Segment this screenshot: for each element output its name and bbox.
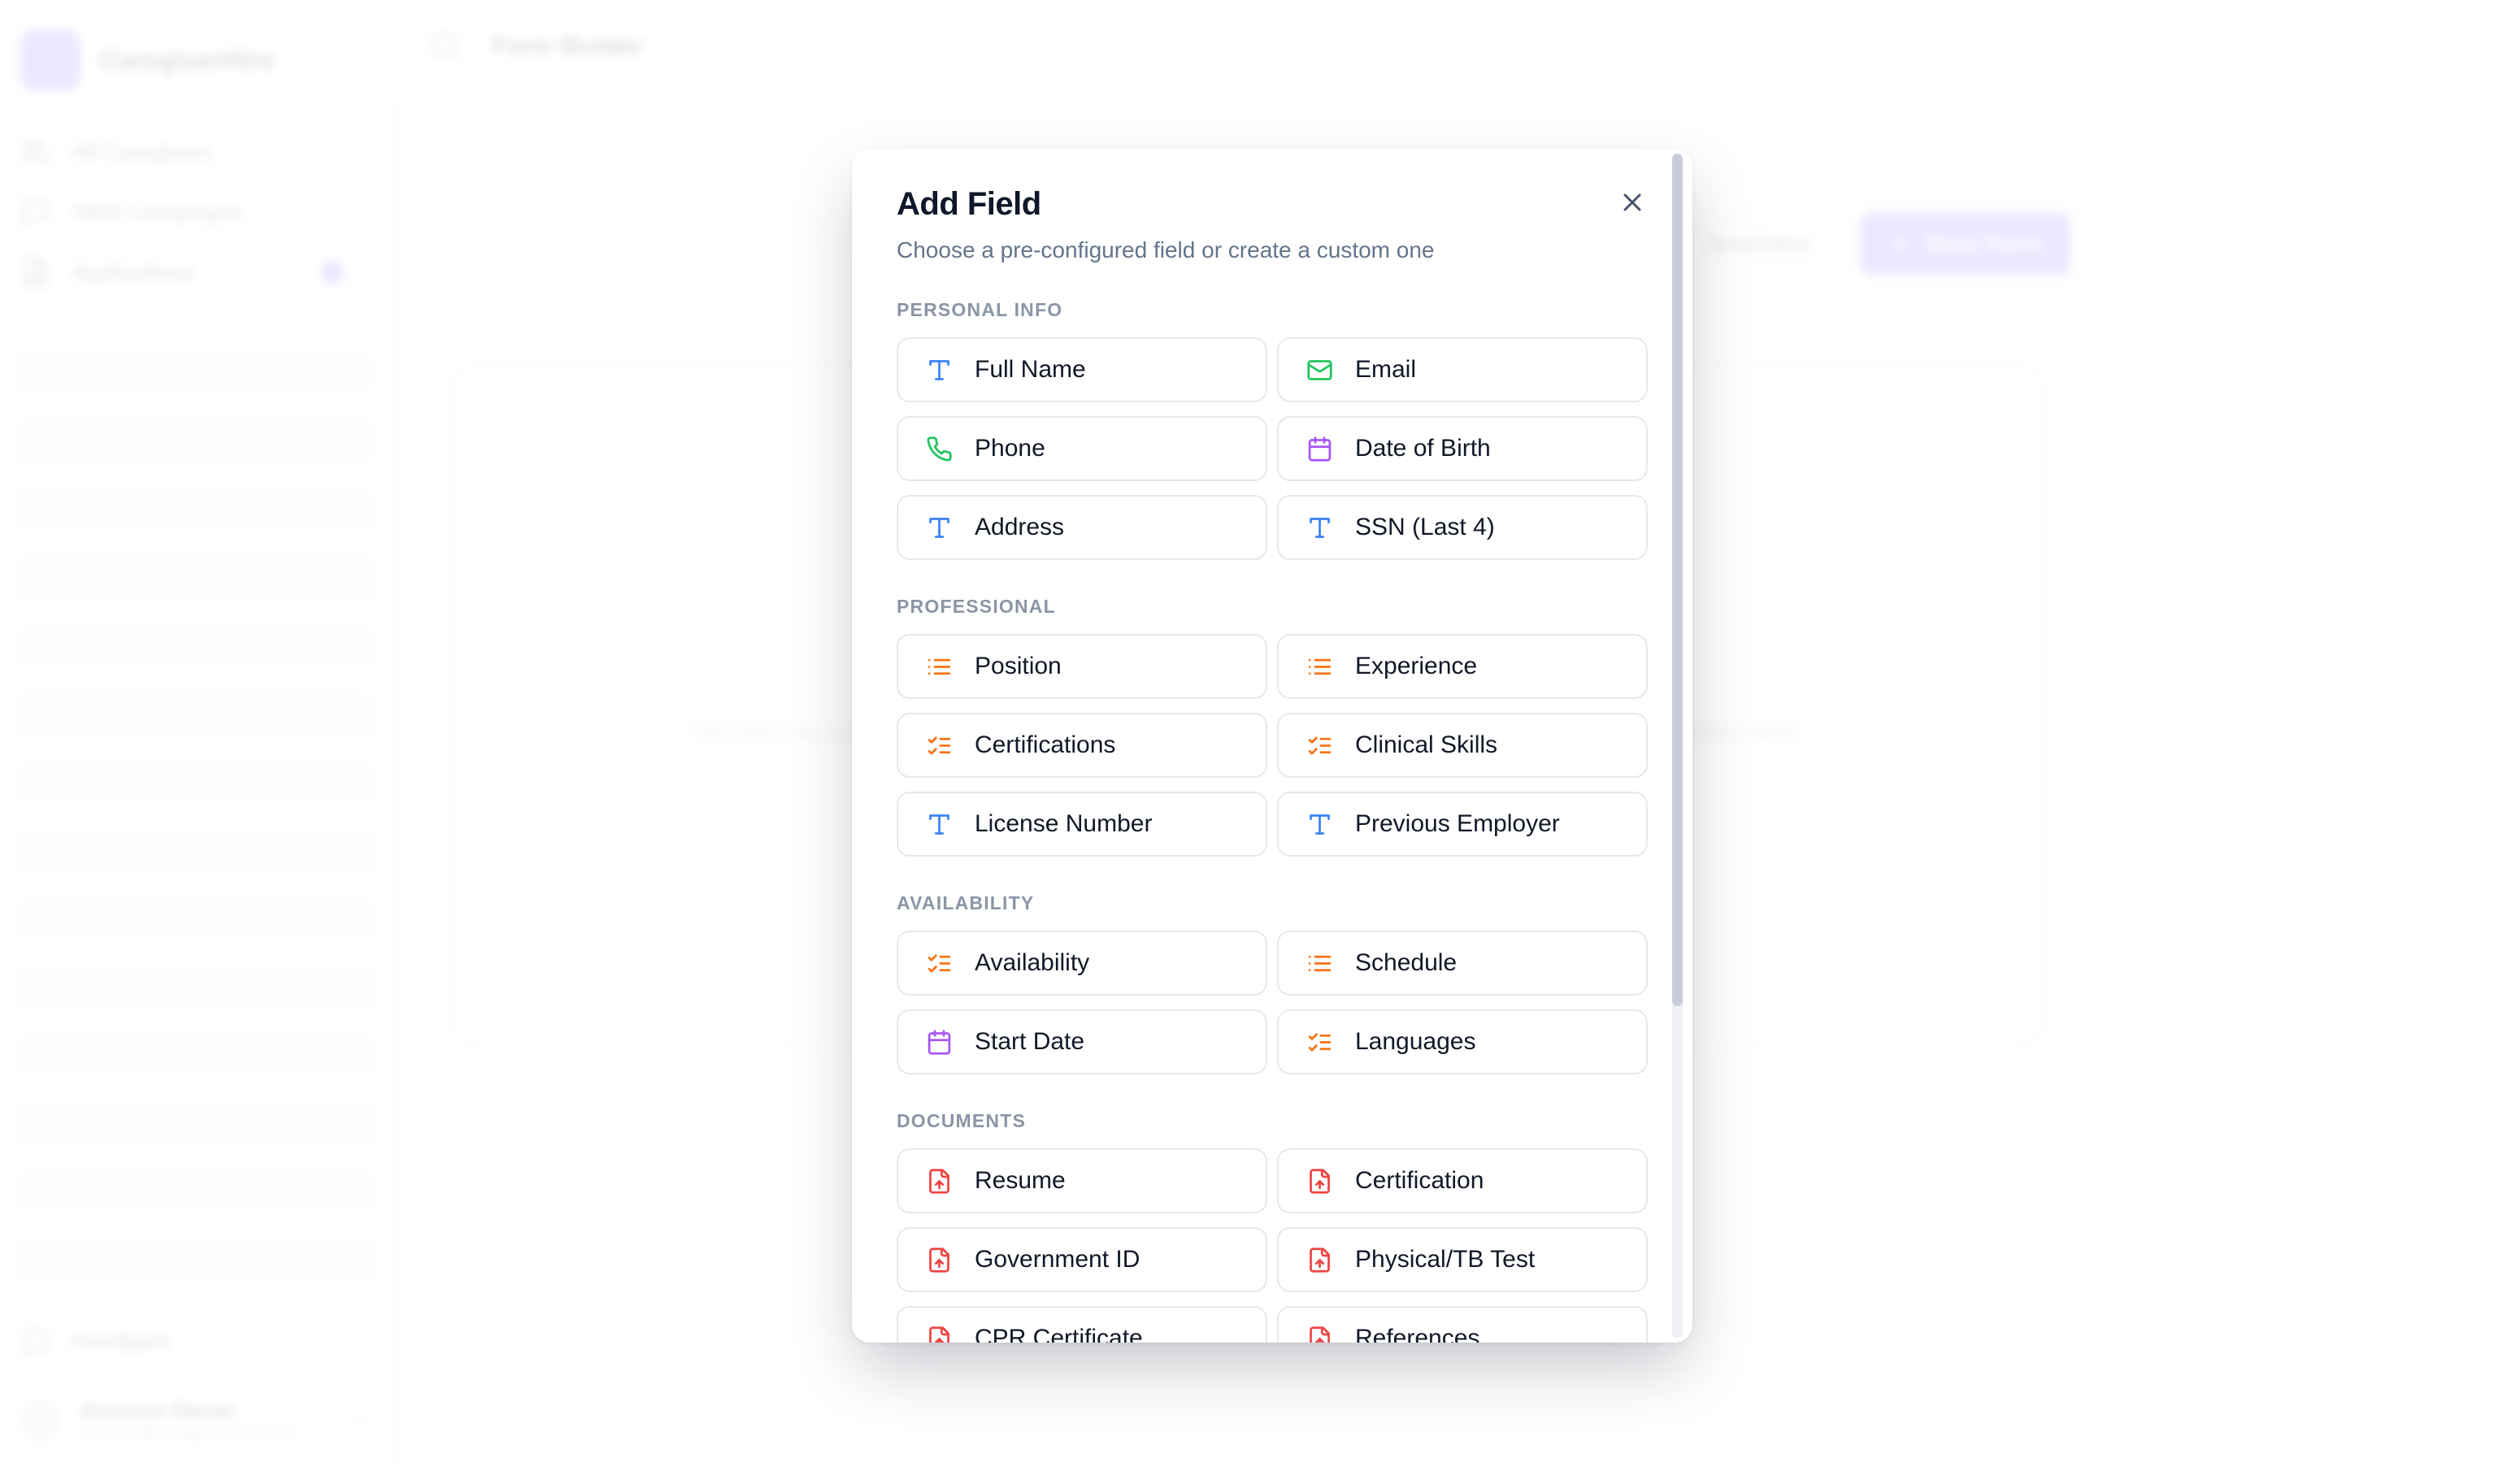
modal-subtitle: Choose a pre-configured field or create … xyxy=(897,237,1435,263)
file-up-icon xyxy=(1306,1168,1333,1195)
field-button-license-number[interactable]: License Number xyxy=(897,792,1267,857)
field-button-label: Previous Employer xyxy=(1355,810,1560,837)
type-icon xyxy=(1306,811,1333,838)
field-button-label: Experience xyxy=(1355,653,1478,679)
list-checks-icon xyxy=(926,732,953,759)
field-button-languages[interactable]: Languages xyxy=(1277,1009,1648,1074)
field-button-label: SSN (Last 4) xyxy=(1355,514,1495,540)
field-button-ssn-last-4-[interactable]: SSN (Last 4) xyxy=(1277,495,1648,560)
list-icon xyxy=(1306,950,1333,977)
field-button-availability[interactable]: Availability xyxy=(897,931,1267,996)
section-label: PROFESSIONAL xyxy=(897,596,1056,617)
field-button-label: Clinical Skills xyxy=(1355,731,1498,758)
file-up-icon xyxy=(1306,1247,1333,1274)
section-label: DOCUMENTS xyxy=(897,1110,1027,1131)
file-up-icon xyxy=(1306,1326,1333,1343)
list-checks-icon xyxy=(926,950,953,977)
type-icon xyxy=(926,811,953,838)
file-up-icon xyxy=(926,1247,953,1274)
list-checks-icon xyxy=(1306,732,1333,759)
field-button-label: References xyxy=(1355,1325,1480,1343)
field-button-experience[interactable]: Experience xyxy=(1277,634,1648,699)
calendar-icon xyxy=(926,1029,953,1056)
field-button-resume[interactable]: Resume xyxy=(897,1148,1267,1213)
type-icon xyxy=(926,357,953,384)
field-button-label: Physical/TB Test xyxy=(1355,1246,1536,1273)
field-button-label: Availability xyxy=(975,949,1090,976)
close-button[interactable] xyxy=(1610,180,1655,225)
field-button-label: Certifications xyxy=(975,731,1116,758)
field-section: DOCUMENTS Resume Certification Government I… xyxy=(897,1110,1648,1343)
field-button-full-name[interactable]: Full Name xyxy=(897,337,1267,402)
field-button-clinical-skills[interactable]: Clinical Skills xyxy=(1277,713,1648,778)
field-section: PROFESSIONAL Position Experience Certificat… xyxy=(897,596,1648,857)
mail-icon xyxy=(1306,357,1333,384)
field-button-label: License Number xyxy=(975,810,1153,837)
list-icon xyxy=(1306,653,1333,680)
field-button-certifications[interactable]: Certifications xyxy=(897,713,1267,778)
field-button-label: Start Date xyxy=(975,1028,1085,1055)
field-button-label: Full Name xyxy=(975,356,1086,383)
section-label: AVAILABILITY xyxy=(897,892,1035,913)
field-button-label: Phone xyxy=(975,435,1045,462)
field-button-label: Certification xyxy=(1355,1167,1484,1194)
field-button-government-id[interactable]: Government ID xyxy=(897,1227,1267,1292)
scrollbar-thumb[interactable] xyxy=(1672,154,1683,1007)
field-button-label: Languages xyxy=(1355,1028,1476,1055)
field-button-references[interactable]: References xyxy=(1277,1306,1648,1343)
field-button-email[interactable]: Email xyxy=(1277,337,1648,402)
field-button-label: CPR Certificate xyxy=(975,1325,1143,1343)
field-button-position[interactable]: Position xyxy=(897,634,1267,699)
list-icon xyxy=(926,653,953,680)
field-section: AVAILABILITY Availability Schedule Start Da… xyxy=(897,892,1648,1074)
field-section: PERSONAL INFO Full Name Email Phone Date of … xyxy=(897,299,1648,560)
modal-scrollbar[interactable] xyxy=(1672,154,1683,1338)
field-button-label: Address xyxy=(975,514,1065,540)
field-button-label: Government ID xyxy=(975,1246,1141,1273)
file-up-icon xyxy=(926,1326,953,1343)
field-button-label: Position xyxy=(975,653,1062,679)
field-button-date-of-birth[interactable]: Date of Birth xyxy=(1277,416,1648,481)
field-button-schedule[interactable]: Schedule xyxy=(1277,931,1648,996)
list-checks-icon xyxy=(1306,1029,1333,1056)
field-button-label: Date of Birth xyxy=(1355,435,1491,462)
add-field-modal: Add Field Choose a pre-configured field … xyxy=(852,149,1692,1343)
type-icon xyxy=(926,514,953,541)
field-button-previous-employer[interactable]: Previous Employer xyxy=(1277,792,1648,857)
field-button-start-date[interactable]: Start Date xyxy=(897,1009,1267,1074)
x-icon xyxy=(1618,188,1647,217)
field-button-label: Resume xyxy=(975,1167,1066,1194)
field-button-certification[interactable]: Certification xyxy=(1277,1148,1648,1213)
field-button-cpr-certificate[interactable]: CPR Certificate xyxy=(897,1306,1267,1343)
phone-icon xyxy=(926,436,953,462)
file-up-icon xyxy=(926,1168,953,1195)
field-button-label: Schedule xyxy=(1355,949,1458,976)
type-icon xyxy=(1306,514,1333,541)
field-button-physical-tb-test[interactable]: Physical/TB Test xyxy=(1277,1227,1648,1292)
section-label: PERSONAL INFO xyxy=(897,299,1063,320)
field-button-label: Email xyxy=(1355,356,1417,383)
field-button-phone[interactable]: Phone xyxy=(897,416,1267,481)
calendar-icon xyxy=(1306,436,1333,462)
field-button-address[interactable]: Address xyxy=(897,495,1267,560)
modal-title: Add Field xyxy=(897,186,1041,222)
